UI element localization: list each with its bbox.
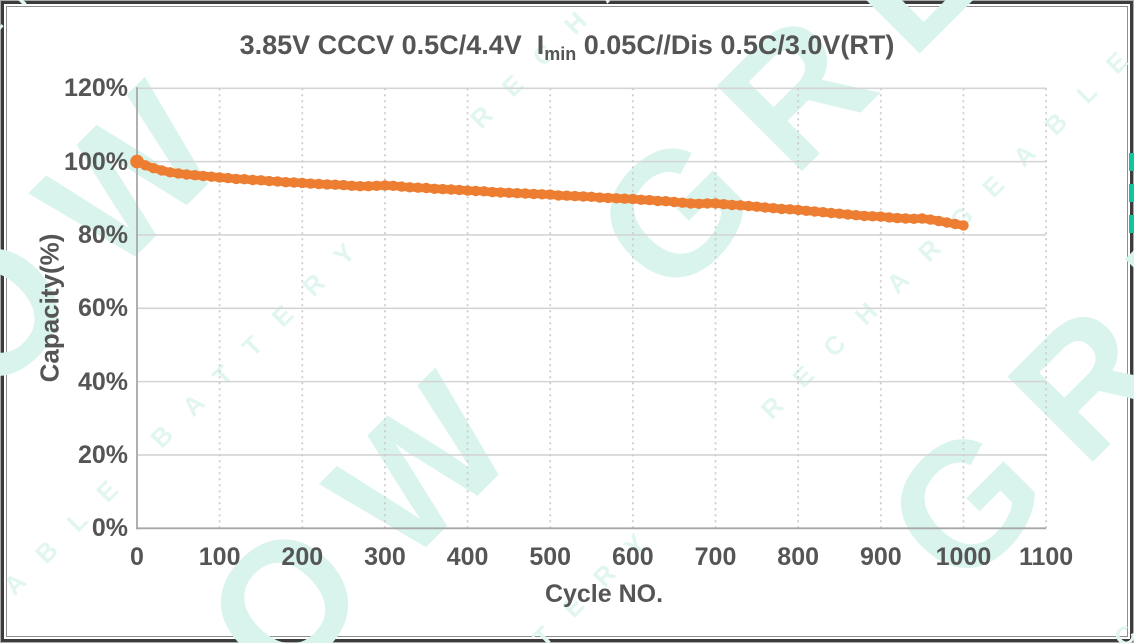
x-tick-label: 900 <box>859 543 902 571</box>
chart-title-subscript: min <box>544 44 577 64</box>
right-edge-teal-mark <box>1129 184 1134 202</box>
x-tick-label: 500 <box>529 543 572 571</box>
h-gridlines <box>137 87 1047 456</box>
y-tick-label: 120% <box>64 74 128 103</box>
x-tick-label: 700 <box>694 543 737 571</box>
capacity-series <box>130 154 969 231</box>
v-gridlines <box>218 88 1047 529</box>
x-axis-title: Cycle NO. <box>544 580 664 608</box>
x-tick-label: 200 <box>281 543 324 571</box>
y-tick-label: 60% <box>77 294 128 323</box>
x-tick-label: 1000 <box>935 543 992 571</box>
chart-title-text: 0.05C//Dis 0.5C/3.0V(RT) <box>576 30 895 60</box>
y-tick-label: 0% <box>91 514 128 543</box>
x-tick-label: 1100 <box>1018 543 1074 571</box>
right-edge-teal-mark <box>1129 215 1134 233</box>
x-tick-label: 0 <box>130 543 144 571</box>
x-tick-label: 600 <box>612 543 654 571</box>
right-edge-teal-mark <box>1129 153 1134 171</box>
y-tick-label: 80% <box>77 220 128 249</box>
chart-title-text: 3.85V CCCV 0.5C/4.4V I <box>239 30 545 60</box>
x-tick-label: 300 <box>364 543 406 571</box>
y-tick-label: 40% <box>77 367 128 396</box>
x-tick-label: 400 <box>446 543 489 571</box>
chart-title: 3.85V CCCV 0.5C/4.4V Imin 0.05C//Dis 0.5… <box>0 30 1134 65</box>
y-tick-label: 20% <box>77 440 128 469</box>
x-tick-label: 100 <box>198 543 241 571</box>
x-tick-label: 800 <box>777 543 820 571</box>
y-tick-label: 100% <box>64 147 128 176</box>
